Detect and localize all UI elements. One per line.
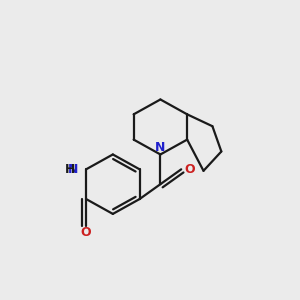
Text: O: O [184,163,195,176]
Text: O: O [81,226,92,239]
Text: N: N [155,141,166,154]
Text: H: H [64,163,75,176]
Text: N: N [68,163,79,176]
